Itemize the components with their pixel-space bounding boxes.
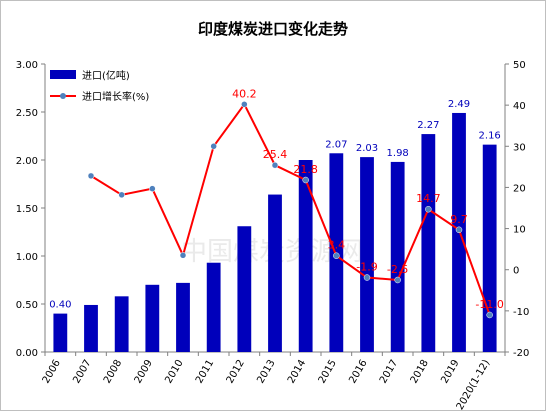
- line-data-label: 25.4: [263, 148, 288, 161]
- bar-data-label: 2.03: [356, 143, 378, 154]
- line-point: [149, 185, 156, 192]
- bar-data-label: 2.07: [325, 139, 347, 150]
- left-tick-label: 0.00: [16, 348, 38, 359]
- line-point: [87, 172, 95, 180]
- left-tick-label: 1.50: [16, 204, 38, 215]
- bar-data-label: 2.16: [479, 131, 501, 142]
- right-tick-label: 30: [513, 142, 526, 153]
- bar: [84, 304, 98, 352]
- line-point: [271, 161, 279, 169]
- bar-data-label: 2.27: [417, 120, 439, 131]
- legend-line-label: 进口增长率(%): [82, 90, 149, 103]
- left-tick-label: 2.50: [16, 108, 38, 119]
- line-point: [486, 311, 493, 319]
- line-point: [333, 252, 340, 259]
- growth-rate-line: [90, 102, 491, 316]
- line-data-label: 3.4: [328, 239, 346, 252]
- left-tick-label: 0.50: [16, 300, 38, 311]
- line-data-label: -11.0: [475, 298, 503, 311]
- right-tick-label: 0: [513, 266, 519, 277]
- line-data-label: 21.8: [293, 163, 318, 176]
- bar: [53, 313, 68, 352]
- left-tick-label: 2.00: [16, 156, 38, 167]
- bar: [206, 262, 221, 352]
- bar-data-label: 1.98: [387, 148, 409, 159]
- line-point: [210, 143, 217, 150]
- right-tick-label: 10: [513, 225, 526, 236]
- line-point: [455, 226, 463, 234]
- right-tick-label: -10: [513, 307, 529, 318]
- line-point: [425, 205, 432, 213]
- bar: [237, 226, 252, 352]
- bar: [268, 194, 282, 352]
- line-point: [179, 252, 187, 259]
- right-tick-label: 40: [513, 101, 526, 112]
- line-data-label: 14.7: [416, 192, 441, 205]
- left-tick-label: 1.00: [16, 252, 38, 263]
- line-data-label: -1.9: [356, 261, 377, 274]
- legend-bar-swatch: [50, 70, 76, 79]
- line-point: [394, 276, 401, 284]
- right-tick-label: 20: [513, 183, 526, 194]
- legend-line-marker: [60, 93, 66, 99]
- bar: [360, 157, 374, 352]
- bar: [482, 144, 497, 352]
- line-data-label: 40.2: [232, 87, 257, 100]
- line-point: [241, 101, 248, 108]
- chart-title: 印度煤炭进口变化走势: [198, 20, 348, 38]
- left-tick-label: 3.00: [16, 60, 38, 71]
- bar: [114, 296, 129, 352]
- legend-bar-label: 进口(亿吨): [82, 69, 130, 82]
- line-data-label: 9.7: [450, 213, 468, 226]
- bar: [421, 134, 436, 352]
- bar: [176, 282, 190, 352]
- right-tick-label: -20: [513, 348, 529, 359]
- bar: [145, 284, 160, 352]
- line-point: [302, 176, 309, 184]
- bar-data-label: 0.40: [49, 300, 71, 311]
- bar: [298, 160, 313, 352]
- bar-data-label: 2.49: [448, 99, 470, 110]
- right-tick-label: 50: [513, 60, 526, 71]
- bar: [390, 161, 405, 352]
- line-point: [118, 191, 125, 199]
- line-data-label: -2.5: [387, 263, 408, 276]
- line-point: [363, 274, 371, 281]
